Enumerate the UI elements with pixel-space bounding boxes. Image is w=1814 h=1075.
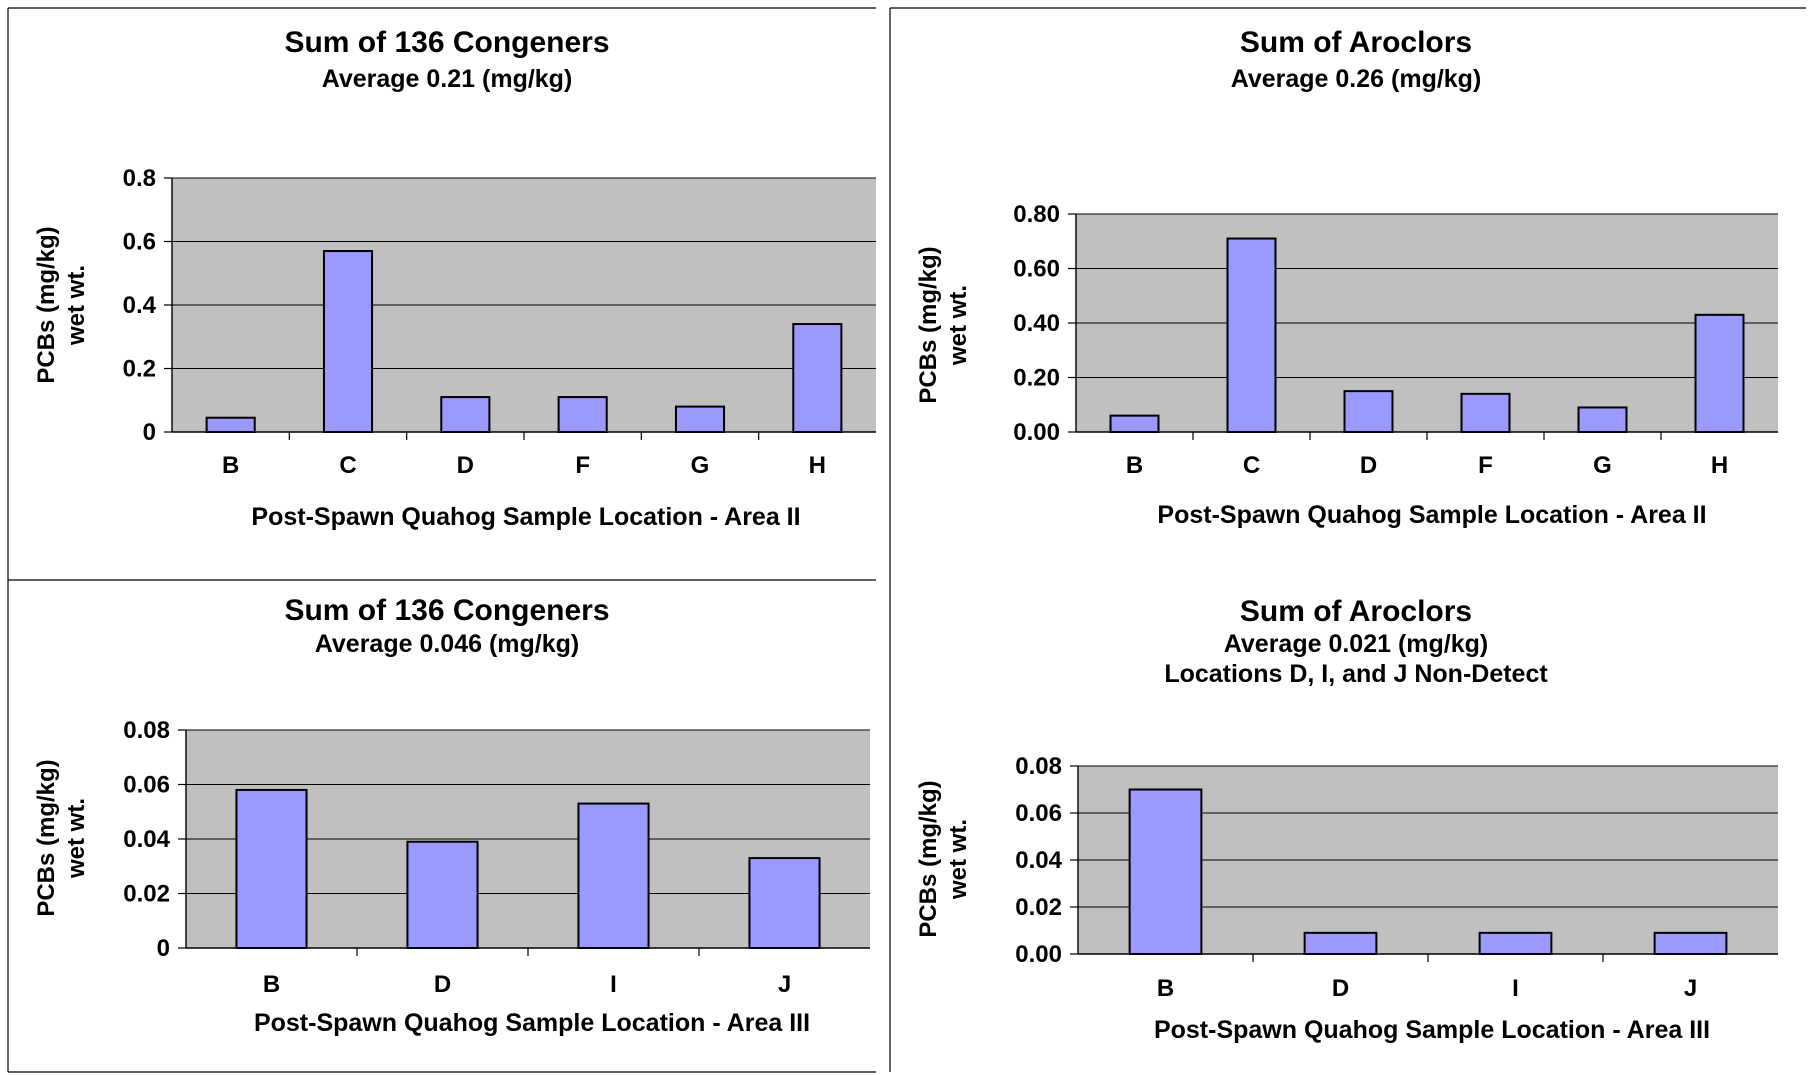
bar xyxy=(1653,931,1728,956)
x-tick-label: G xyxy=(1593,452,1612,479)
x-axis-label: Post-Spawn Quahog Sample Location - Area… xyxy=(251,503,800,531)
y-tick-label: 0.80 xyxy=(1013,201,1060,228)
y-tick-label: 0.04 xyxy=(1015,847,1062,874)
bar xyxy=(792,323,843,433)
x-tick-label: F xyxy=(575,452,590,479)
bar-chart-svg: Sum of 136 Congeners Average 0.046 (mg/kg… xyxy=(33,594,870,1037)
bar xyxy=(406,840,479,950)
bar xyxy=(1460,392,1511,434)
chart-title: Sum of 136 Congeners xyxy=(284,594,609,627)
y-tick-label: 0.02 xyxy=(1015,894,1062,921)
y-axis-label: wet wt. xyxy=(945,285,972,366)
bar xyxy=(748,857,821,950)
chart-panel-congeners-area-iii: Sum of 136 Congeners Average 0.046 (mg/kg… xyxy=(0,580,880,1075)
x-tick-label: D xyxy=(1332,975,1349,1002)
y-tick-label: 0.08 xyxy=(1015,753,1062,780)
chart-subtitle: Average 0.26 (mg/kg) xyxy=(1231,65,1482,93)
y-tick-label: 0.04 xyxy=(123,826,170,853)
y-axis-label: wet wt. xyxy=(945,819,972,900)
bar xyxy=(440,396,491,434)
y-tick-label: 0.8 xyxy=(123,165,156,192)
x-tick-label: I xyxy=(1512,975,1519,1002)
x-axis-label: Post-Spawn Quahog Sample Location - Area… xyxy=(254,1009,810,1037)
y-tick-label: 0.06 xyxy=(123,772,170,799)
x-tick-label: I xyxy=(610,971,617,998)
chart-panel-aroclors-area-ii: Sum of Aroclors Average 0.26 (mg/kg) 0.00 0… xyxy=(890,0,1814,580)
chart-subtitle: Average 0.21 (mg/kg) xyxy=(322,65,573,93)
x-tick-label: J xyxy=(778,971,791,998)
x-axis-label: Post-Spawn Quahog Sample Location - Area… xyxy=(1154,1016,1710,1044)
x-tick-label: B xyxy=(1157,975,1174,1002)
x-tick-label: J xyxy=(1684,975,1697,1002)
x-tick-label: C xyxy=(339,452,356,479)
chart-panel-congeners-area-ii: Sum of 136 Congeners Average 0.21 (mg/kg)… xyxy=(0,0,880,580)
bar xyxy=(1226,237,1277,433)
bar xyxy=(1303,931,1378,956)
bar xyxy=(1128,788,1203,955)
y-axis-label: PCBs (mg/kg) xyxy=(915,780,942,937)
y-axis-label: PCBs (mg/kg) xyxy=(33,759,60,916)
x-tick-label: C xyxy=(1243,452,1260,479)
bar-chart-svg: Sum of Aroclors Average 0.26 (mg/kg) 0.00 0… xyxy=(915,26,1778,529)
y-tick-label: 0.08 xyxy=(123,717,170,744)
x-tick-label: B xyxy=(1126,452,1143,479)
chart-title: Sum of 136 Congeners xyxy=(284,26,609,59)
x-tick-label: D xyxy=(457,452,474,479)
bar xyxy=(1109,414,1160,433)
chart-subtitle: Average 0.046 (mg/kg) xyxy=(315,630,579,658)
bar xyxy=(1343,390,1394,433)
bar xyxy=(674,405,726,434)
y-tick-label: 0.40 xyxy=(1013,310,1060,337)
x-tick-label: H xyxy=(1711,452,1728,479)
y-tick-label: 0.00 xyxy=(1013,419,1060,446)
x-tick-label: F xyxy=(1478,452,1493,479)
y-axis-label: PCBs (mg/kg) xyxy=(915,246,942,403)
y-tick-label: 0.2 xyxy=(123,356,156,383)
x-tick-label: H xyxy=(809,452,826,479)
bar-chart-svg: Sum of 136 Congeners Average 0.21 (mg/kg)… xyxy=(33,26,876,531)
x-tick-label: B xyxy=(222,452,239,479)
y-tick-label: 0.02 xyxy=(123,881,170,908)
y-axis-label: wet wt. xyxy=(63,798,90,879)
y-tick-label: 0.00 xyxy=(1015,941,1062,968)
bar xyxy=(577,802,650,949)
y-tick-label: 0.4 xyxy=(123,292,157,319)
x-tick-label: D xyxy=(434,971,451,998)
y-tick-label: 0 xyxy=(157,935,170,962)
x-tick-label: G xyxy=(691,452,710,479)
y-tick-label: 0.6 xyxy=(123,229,156,256)
bar xyxy=(235,788,308,949)
y-axis-label: wet wt. xyxy=(63,265,90,346)
bar xyxy=(1478,931,1553,956)
bar xyxy=(557,396,608,434)
x-tick-label: B xyxy=(263,971,280,998)
bar xyxy=(1577,406,1628,434)
bar xyxy=(205,416,256,433)
y-tick-label: 0.06 xyxy=(1015,800,1062,827)
chart-subtitle: Average 0.021 (mg/kg) xyxy=(1224,630,1488,658)
y-tick-label: 0.60 xyxy=(1013,256,1060,283)
chart-subtitle: Locations D, I, and J Non-Detect xyxy=(1164,660,1548,688)
x-axis-label: Post-Spawn Quahog Sample Location - Area… xyxy=(1157,501,1706,529)
chart-title: Sum of Aroclors xyxy=(1240,595,1472,628)
x-tick-label: D xyxy=(1360,452,1377,479)
y-tick-label: 0 xyxy=(143,419,156,446)
bar xyxy=(1694,313,1745,434)
bar xyxy=(322,250,374,433)
y-tick-label: 0.20 xyxy=(1013,365,1060,392)
y-axis-label: PCBs (mg/kg) xyxy=(33,226,60,383)
chart-panel-aroclors-area-iii: Sum of Aroclors Average 0.021 (mg/kg) Loca… xyxy=(890,580,1814,1075)
chart-title: Sum of Aroclors xyxy=(1240,26,1472,59)
